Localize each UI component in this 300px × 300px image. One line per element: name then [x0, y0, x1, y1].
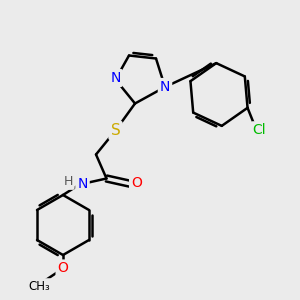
Text: O: O [58, 262, 68, 275]
Text: N: N [110, 71, 121, 85]
Text: O: O [131, 176, 142, 190]
Text: H: H [63, 175, 73, 188]
Text: S: S [111, 123, 120, 138]
Text: N: N [160, 80, 170, 94]
Text: Cl: Cl [253, 123, 266, 137]
Text: N: N [77, 178, 88, 191]
Text: CH₃: CH₃ [28, 280, 50, 293]
